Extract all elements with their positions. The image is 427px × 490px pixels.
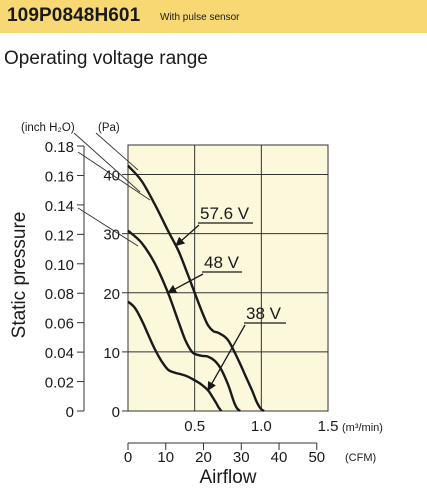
model-number: 109P0848H601 <box>7 5 141 26</box>
x-tick-label-cfm: 50 <box>308 449 325 466</box>
model-note: With pulse sensor <box>160 12 240 23</box>
axis-connector <box>77 207 139 247</box>
series-label-0: 57.6 V <box>200 204 250 223</box>
plot-frame <box>127 144 329 412</box>
y-tick-label-pa: 10 <box>103 345 120 362</box>
x-tick-label-m3: 1.5 <box>318 418 339 435</box>
series-line-2 <box>127 300 223 412</box>
y-tick-label-inch: 0.04 <box>45 345 74 362</box>
series-label-arrow <box>167 273 204 294</box>
x-tick-label-m3: 1.0 <box>251 418 272 435</box>
y-tick-label-inch: 0.16 <box>45 168 74 185</box>
y-tick-label-inch: 0.14 <box>45 198 74 215</box>
y-tick-label-inch: 0.02 <box>45 375 74 392</box>
plot-area <box>128 145 328 411</box>
series <box>127 164 265 413</box>
x-tick-label-cfm: 40 <box>271 449 288 466</box>
y-tick-label-pa: 30 <box>103 227 120 244</box>
series-label-1: 48 V <box>204 253 240 272</box>
x-tick-label-cfm: 30 <box>233 449 250 466</box>
grid <box>127 144 329 412</box>
x-tick-label-m3: 0.5 <box>184 418 205 435</box>
unit-leader-inch <box>73 132 141 193</box>
series-label-arrow <box>207 324 246 392</box>
unit-leader-pa <box>95 132 139 171</box>
chart-title: Operating voltage range <box>4 48 208 69</box>
x-tick-label-cfm: 0 <box>124 449 132 466</box>
series-label-arrow <box>175 224 200 247</box>
series-line-1 <box>127 229 241 412</box>
y-tick-label-inch: 0.10 <box>45 257 74 274</box>
y-tick-label-inch: 0.12 <box>45 227 74 244</box>
series-line-0 <box>127 164 265 413</box>
y-tick-label-inch: 0.08 <box>45 286 74 303</box>
axis-connector <box>77 151 151 201</box>
y-tick-label-inch: 0.06 <box>45 316 74 333</box>
y-tick-label-pa: 20 <box>103 286 120 303</box>
x-unit-m3: (m³/min) <box>342 422 383 434</box>
y-tick-label-inch: 0.18 <box>45 139 74 156</box>
series-label-2: 38 V <box>246 304 282 323</box>
y-tick-label-pa: 0 <box>112 404 120 421</box>
y-unit-pa: (Pa) <box>98 122 120 134</box>
x-axis-title: Airflow <box>199 467 256 488</box>
y-tick-label-inch: 0 <box>66 404 74 421</box>
x-unit-cfm: (CFM) <box>345 452 376 464</box>
axes: 0 10 20 30 40 0 0.02 0.04 0.06 0.08 0.10 0.12 0.14 0.… <box>9 122 383 488</box>
model-header: 109P0848H601 With pulse sensor <box>0 0 427 33</box>
annotations: 57.6 V 48 V 38 V <box>167 204 286 392</box>
x-tick-label-cfm: 20 <box>195 449 212 466</box>
x-tick-label-cfm: 10 <box>157 449 174 466</box>
y-axis-title: Static pressure <box>9 212 30 339</box>
y-unit-inch: (inch H₂O) <box>21 122 75 134</box>
